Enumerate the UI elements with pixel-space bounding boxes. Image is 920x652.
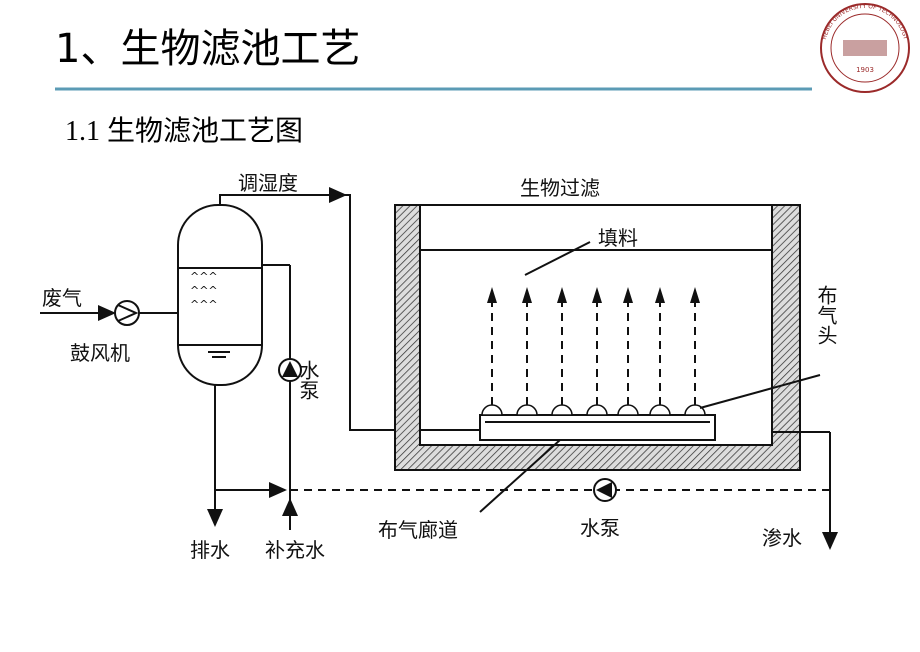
air-flow [592,287,602,303]
corridor [479,414,716,441]
label: 补充水 [265,538,325,562]
air-flow [557,287,567,303]
air-flow [551,404,573,416]
title: 1、生物滤池工艺 [55,26,360,72]
label: 废气 [42,286,82,310]
air-flow [516,404,538,416]
air-flow [623,287,633,303]
svg-text:^^^: ^^^ [190,270,218,283]
label: 调湿度 [238,171,298,195]
air-flow [481,404,503,416]
air-flow [487,287,497,303]
subtitle: 1.1 生物滤池工艺图 [65,115,303,147]
label: 排水 [190,538,230,562]
label: 生物过滤 [520,176,600,200]
label: 布气头 [814,285,838,345]
svg-text:^^^: ^^^ [190,284,218,297]
label: 布气廊道 [378,518,458,542]
air-flow [690,287,700,303]
label: 水泵 [580,516,620,540]
air-flow [617,404,639,416]
air-flow [649,404,671,416]
label: 填料 [598,226,638,250]
air-flow [522,287,532,303]
air-flow [655,287,665,303]
air-flow [586,404,608,416]
diagram: ^^^^^^^^^ [40,187,838,550]
label: 渗水 [762,526,802,550]
logo: HEBEI UNIVERSITY OF TECHNOLOGY 1903 [820,3,910,93]
label: 鼓风机 [70,341,130,365]
spray: ^^^^^^^^^ [190,270,218,311]
svg-text:^^^: ^^^ [190,298,218,311]
logo-year: 1903 [856,66,874,74]
label: 水泵 [296,360,320,400]
